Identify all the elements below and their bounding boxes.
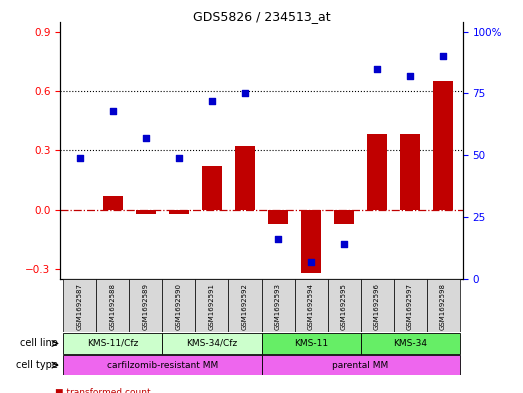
Text: cell line: cell line: [20, 338, 58, 349]
Text: GSM1692593: GSM1692593: [275, 283, 281, 330]
Point: [406, 73, 414, 79]
FancyBboxPatch shape: [63, 279, 96, 332]
FancyBboxPatch shape: [163, 279, 196, 332]
Text: GSM1692592: GSM1692592: [242, 283, 248, 330]
Text: GSM1692596: GSM1692596: [374, 283, 380, 330]
Bar: [169, 210, 189, 214]
Text: parental MM: parental MM: [333, 361, 389, 369]
Bar: [433, 81, 453, 210]
Text: GSM1692591: GSM1692591: [209, 283, 215, 330]
Text: GSM1692587: GSM1692587: [77, 283, 83, 330]
Text: GSM1692595: GSM1692595: [341, 283, 347, 330]
Bar: [136, 210, 156, 214]
Point: [373, 66, 381, 72]
FancyBboxPatch shape: [163, 332, 262, 354]
Point: [109, 108, 117, 114]
FancyBboxPatch shape: [393, 279, 427, 332]
Bar: [202, 166, 222, 210]
Bar: [301, 210, 321, 273]
Point: [76, 154, 84, 161]
Text: GSM1692594: GSM1692594: [308, 283, 314, 330]
FancyBboxPatch shape: [63, 332, 163, 354]
Bar: [334, 210, 354, 224]
Text: KMS-34/Cfz: KMS-34/Cfz: [186, 339, 237, 348]
FancyBboxPatch shape: [229, 279, 262, 332]
Text: ■ transformed count: ■ transformed count: [55, 389, 151, 393]
Bar: [103, 196, 123, 210]
Point: [439, 53, 447, 59]
FancyBboxPatch shape: [427, 279, 460, 332]
Bar: [400, 134, 420, 210]
Text: KMS-11: KMS-11: [294, 339, 328, 348]
Point: [340, 241, 348, 248]
FancyBboxPatch shape: [327, 279, 360, 332]
Text: carfilzomib-resistant MM: carfilzomib-resistant MM: [107, 361, 218, 369]
FancyBboxPatch shape: [262, 355, 460, 375]
Point: [175, 154, 183, 161]
FancyBboxPatch shape: [262, 279, 294, 332]
Text: GSM1692597: GSM1692597: [407, 283, 413, 330]
Point: [208, 98, 216, 104]
Text: KMS-11/Cfz: KMS-11/Cfz: [87, 339, 139, 348]
FancyBboxPatch shape: [196, 279, 229, 332]
Text: GSM1692590: GSM1692590: [176, 283, 182, 330]
Point: [142, 135, 150, 141]
Text: GDS5826 / 234513_at: GDS5826 / 234513_at: [192, 10, 331, 23]
Text: GSM1692598: GSM1692598: [440, 283, 446, 330]
Point: [307, 259, 315, 265]
Point: [241, 90, 249, 97]
FancyBboxPatch shape: [96, 279, 130, 332]
FancyBboxPatch shape: [262, 332, 360, 354]
FancyBboxPatch shape: [130, 279, 163, 332]
FancyBboxPatch shape: [360, 332, 460, 354]
Bar: [367, 134, 387, 210]
Text: cell type: cell type: [16, 360, 58, 370]
Point: [274, 236, 282, 242]
Text: GSM1692589: GSM1692589: [143, 283, 149, 330]
Bar: [235, 146, 255, 210]
Text: GSM1692588: GSM1692588: [110, 283, 116, 330]
FancyBboxPatch shape: [294, 279, 327, 332]
FancyBboxPatch shape: [63, 355, 262, 375]
Bar: [268, 210, 288, 224]
FancyBboxPatch shape: [360, 279, 393, 332]
Text: KMS-34: KMS-34: [393, 339, 427, 348]
